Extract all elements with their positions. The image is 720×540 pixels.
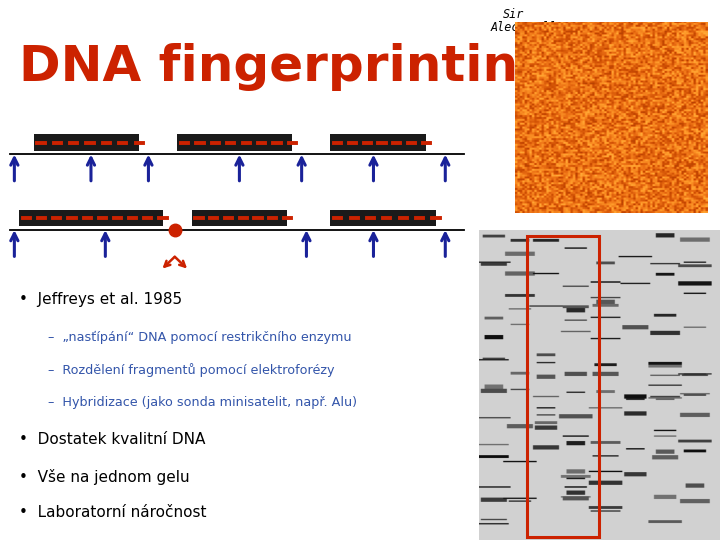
Bar — [330, 210, 436, 226]
Bar — [19, 210, 163, 226]
Bar — [192, 210, 287, 226]
Text: –  „nasťípání“ DNA pomocí restrikčního enzymu: – „nasťípání“ DNA pomocí restrikčního en… — [48, 330, 351, 343]
Text: •  Vše na jednom gelu: • Vše na jednom gelu — [19, 469, 190, 485]
Bar — [527, 235, 599, 537]
Bar — [330, 134, 426, 151]
Bar — [34, 134, 139, 151]
Text: •  Laboratorní náročnost: • Laboratorní náročnost — [19, 505, 207, 521]
Text: –  Rozdělení fragmentů pomocí elektroforézy: – Rozdělení fragmentů pomocí elektroforé… — [48, 363, 334, 377]
Text: Alec Jeffreys: Alec Jeffreys — [491, 21, 583, 33]
Text: –  Hybridizace (jako sonda minisatelit, např. Alu): – Hybridizace (jako sonda minisatelit, n… — [48, 396, 357, 409]
Text: DNA fingerprinting: DNA fingerprinting — [19, 43, 554, 91]
Text: •  Jeffreys et al. 1985: • Jeffreys et al. 1985 — [19, 292, 182, 307]
Bar — [177, 134, 292, 151]
Text: •  Dostatek kvalitní DNA: • Dostatek kvalitní DNA — [19, 432, 205, 447]
Text: Sir: Sir — [503, 8, 524, 21]
